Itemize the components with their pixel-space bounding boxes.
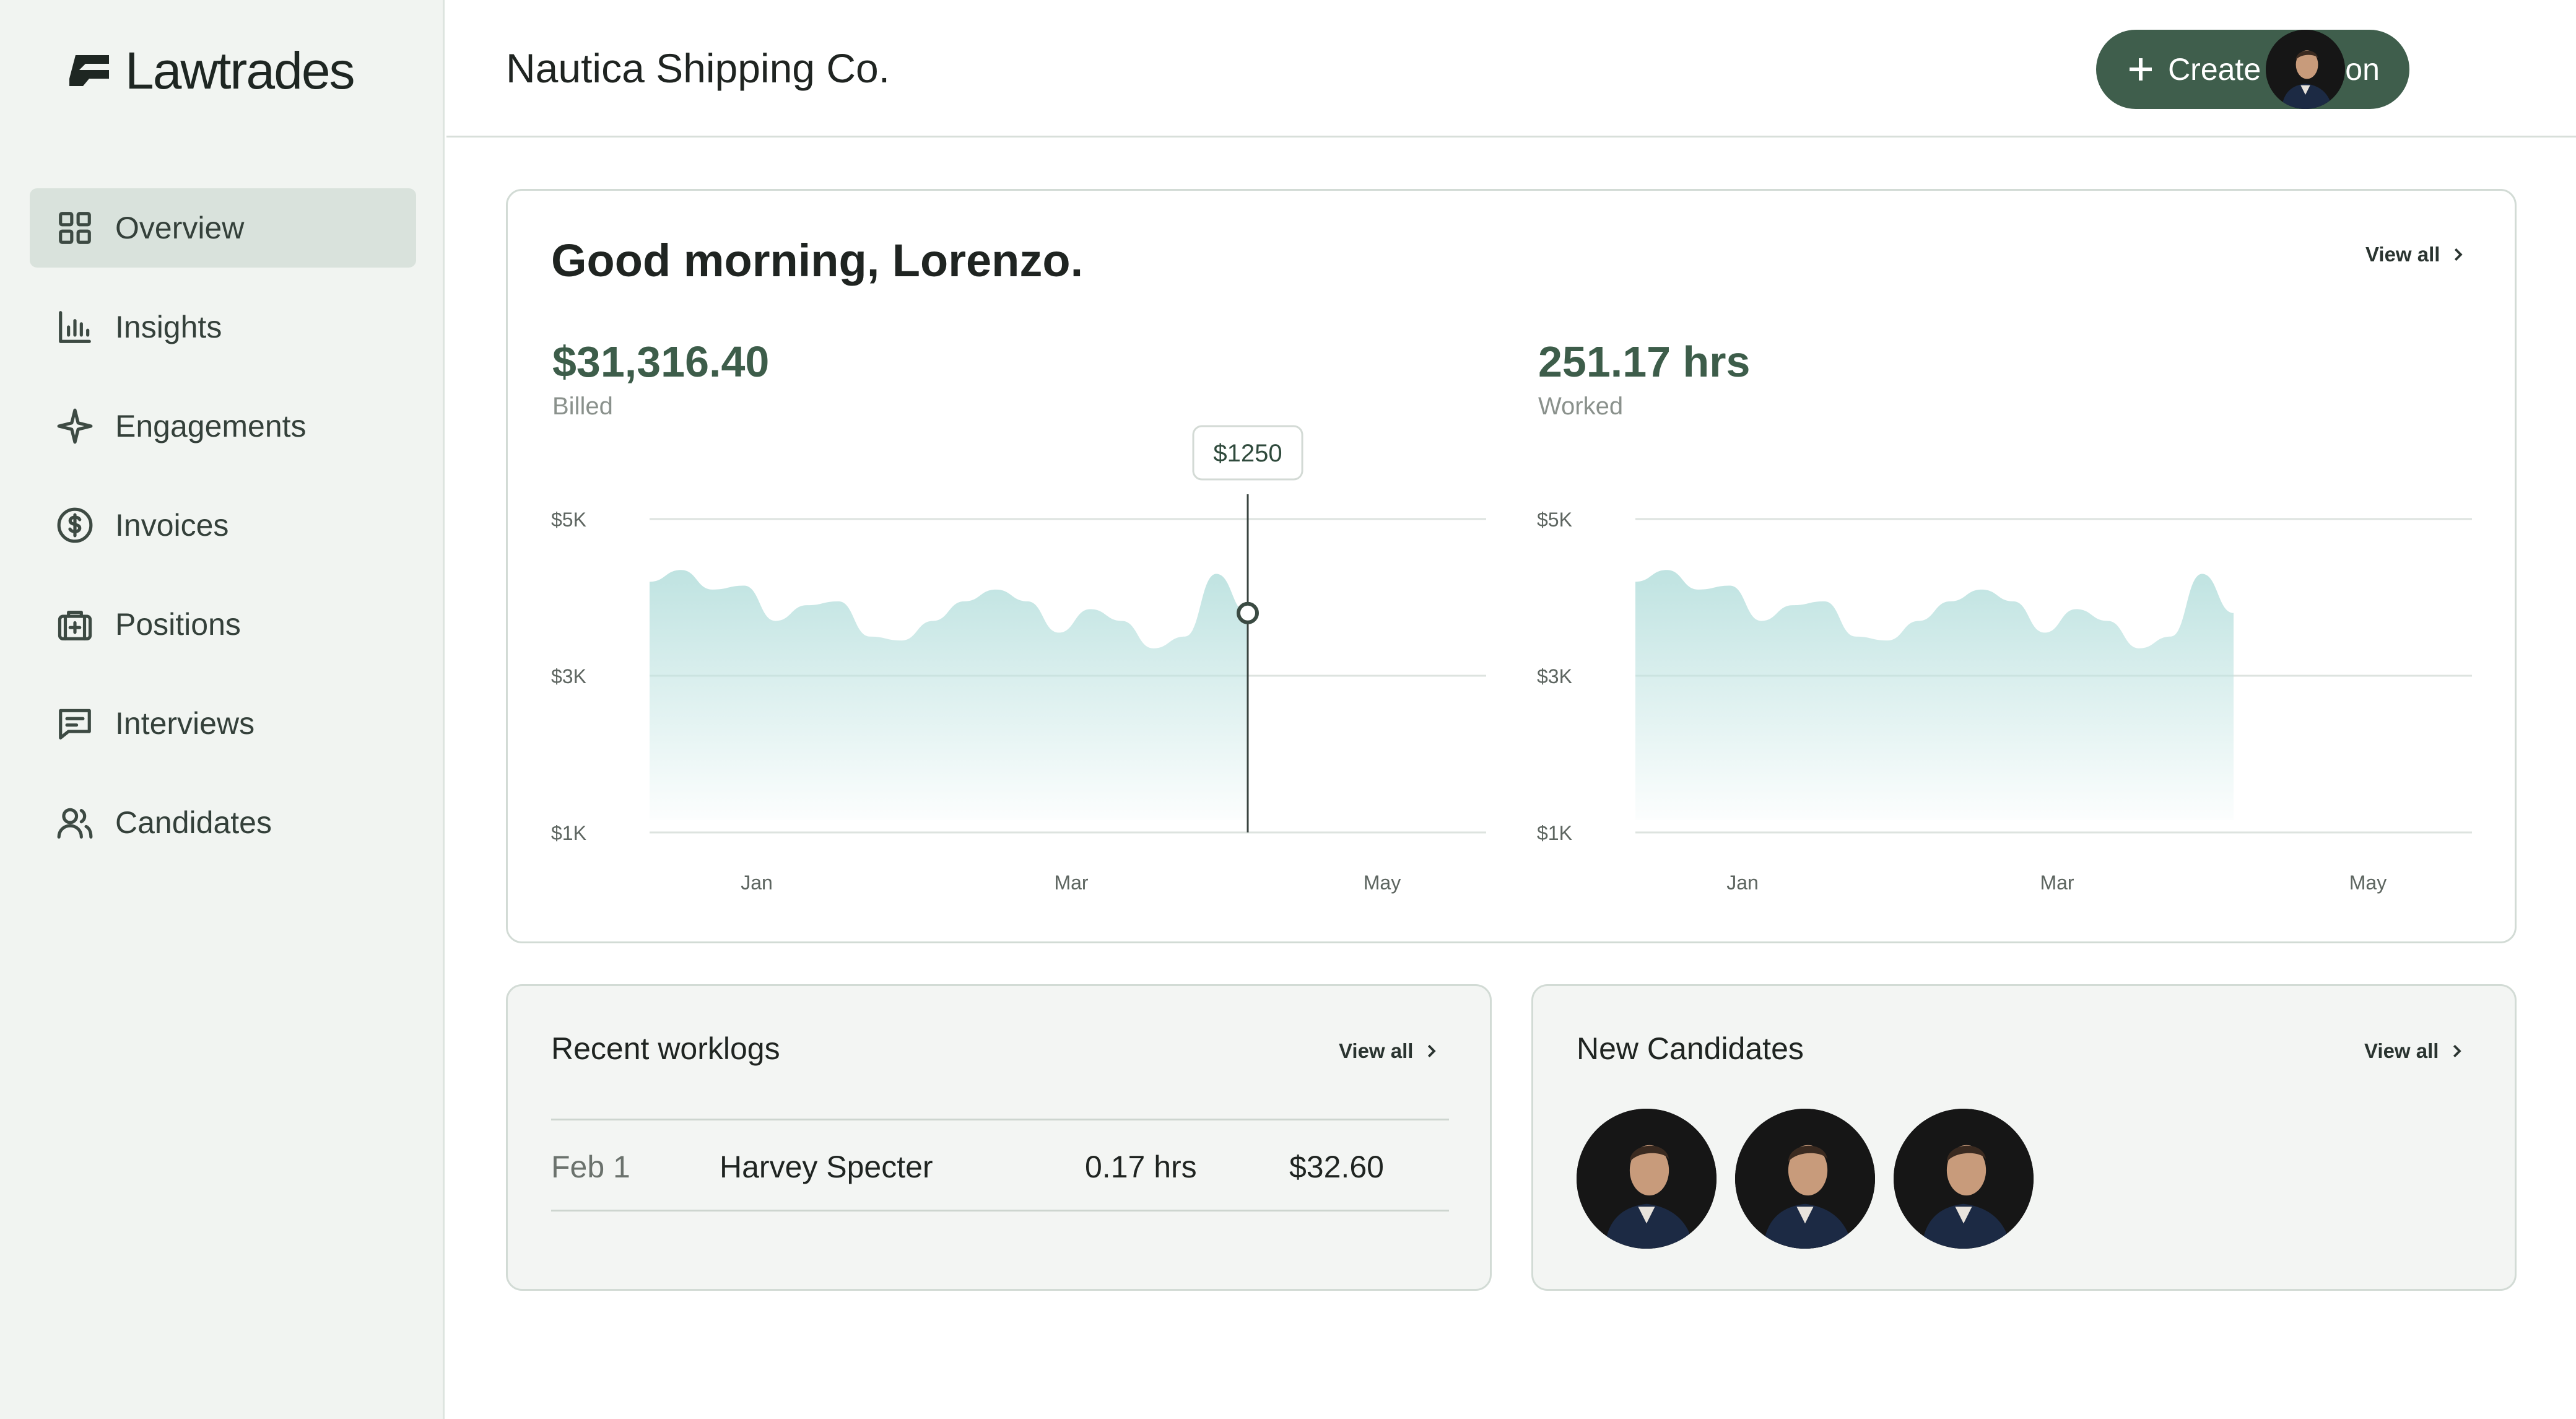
sidebar-item-positions[interactable]: Positions	[30, 585, 416, 664]
sidebar-item-insights[interactable]: Insights	[30, 287, 416, 367]
lawtrades-logo-icon	[69, 55, 109, 86]
create-position-button[interactable]: Create Position	[2096, 30, 2409, 109]
tooltip-box	[1192, 425, 1303, 481]
sidebar-item-label: Engagements	[115, 409, 307, 443]
users-icon	[57, 808, 93, 839]
bar-chart-icon	[59, 311, 91, 343]
x-tick-label: May	[2349, 871, 2387, 894]
view-all-label: View all	[2364, 1039, 2439, 1062]
worklog-row[interactable]: Feb 1 Harvey Specter 0.17 hrs $32.60	[551, 1119, 1449, 1212]
candidates-view-all-link[interactable]: View all	[2364, 1039, 2466, 1063]
overview-charts: $5K $3K $1K Jan Mar May $1250 $5K $3K $1K Jan Mar M…	[551, 425, 2472, 894]
recent-worklogs-card: Recent worklogs View all Feb 1 Harvey Sp…	[506, 984, 1492, 1291]
person-portrait-icon	[2266, 30, 2345, 109]
sidebar-item-label: Overview	[115, 211, 245, 245]
briefcase-icon	[58, 611, 92, 640]
worked-value: 251.17 hrs	[1538, 338, 1751, 386]
x-tick-label: Jan	[1726, 871, 1759, 894]
sparkle-icon	[57, 408, 93, 444]
worklog-hours: 0.17 hrs	[1085, 1150, 1197, 1184]
overview-view-all-link[interactable]: View all	[2365, 243, 2467, 266]
sidebar-item-label: Invoices	[115, 508, 229, 543]
person-portrait-icon	[1577, 1109, 1717, 1249]
billed-chart: $5K $3K $1K Jan Mar May $1250	[551, 425, 1486, 894]
y-tick-label: $5K	[551, 509, 586, 531]
tooltip-value: $1250	[1213, 440, 1282, 467]
chevron-right-icon	[1428, 1044, 1437, 1058]
brand-logo[interactable]: Lawtrades	[64, 38, 355, 103]
sidebar-item-invoices[interactable]: Invoices	[30, 486, 416, 565]
chevron-right-icon	[2455, 248, 2463, 261]
x-tick-label: Mar	[2040, 871, 2074, 894]
worked-label: Worked	[1538, 393, 1624, 420]
sidebar-item-label: Positions	[115, 607, 241, 642]
area-series	[650, 570, 1248, 820]
view-all-label: View all	[2365, 243, 2440, 266]
y-tick-label: $1K	[551, 822, 586, 844]
brand-name: Lawtrades	[125, 41, 355, 100]
candidate-avatar[interactable]	[1577, 1109, 1717, 1249]
hover-point[interactable]	[1237, 601, 1259, 624]
grid-icon	[59, 212, 91, 244]
new-candidates-card: New Candidates View all	[1531, 984, 2517, 1291]
x-tick-label: May	[1364, 871, 1401, 894]
x-tick-label: Mar	[1054, 871, 1088, 894]
y-tick-label: $3K	[551, 665, 586, 688]
sidebar-item-overview[interactable]: Overview	[30, 188, 416, 268]
greeting-heading: Good morning, Lorenzo.	[551, 235, 1084, 286]
sidebar-nav: Overview Insights Engagements Invoices P…	[30, 188, 416, 882]
worklog-amount: $32.60	[1289, 1150, 1384, 1184]
sidebar-item-interviews[interactable]: Interviews	[30, 684, 416, 763]
billed-value: $31,316.40	[552, 338, 770, 386]
person-portrait-icon	[1894, 1109, 2034, 1249]
sidebar-item-candidates[interactable]: Candidates	[30, 783, 416, 862]
sidebar-item-label: Interviews	[115, 706, 255, 741]
sidebar: Lawtrades Overview Insights Engagements …	[0, 0, 445, 1419]
dollar-circle-icon	[57, 507, 93, 543]
sidebar-item-label: Insights	[115, 310, 222, 344]
overview-card: Good morning, Lorenzo. View all $31,316.…	[506, 189, 2517, 943]
message-icon	[59, 709, 91, 740]
worklogs-view-all-link[interactable]: View all	[1339, 1039, 1440, 1063]
top-header: Nautica Shipping Co. Create Position	[446, 0, 2576, 138]
person-portrait-icon	[1735, 1109, 1875, 1249]
billed-label: Billed	[552, 393, 613, 420]
plus-icon	[2130, 58, 2152, 81]
user-avatar[interactable]	[2266, 30, 2345, 109]
x-tick-label: Jan	[741, 871, 773, 894]
y-tick-label: $3K	[1537, 665, 1572, 688]
candidate-avatar[interactable]	[1735, 1109, 1875, 1249]
sidebar-item-engagements[interactable]: Engagements	[30, 386, 416, 466]
sidebar-item-label: Candidates	[115, 805, 272, 840]
y-tick-label: $1K	[1537, 822, 1572, 844]
chevron-right-icon	[2453, 1044, 2462, 1058]
worklog-name: Harvey Specter	[720, 1150, 933, 1184]
candidate-avatar[interactable]	[1894, 1109, 2034, 1249]
y-tick-label: $5K	[1537, 509, 1572, 531]
company-name: Nautica Shipping Co.	[506, 45, 890, 91]
area-series	[1635, 570, 2234, 820]
view-all-label: View all	[1339, 1039, 1414, 1062]
candidates-title: New Candidates	[1577, 1031, 1804, 1066]
worklog-date: Feb 1	[551, 1150, 630, 1184]
worked-chart: $5K $3K $1K Jan Mar May	[1537, 509, 2472, 894]
worklogs-title: Recent worklogs	[551, 1031, 780, 1066]
